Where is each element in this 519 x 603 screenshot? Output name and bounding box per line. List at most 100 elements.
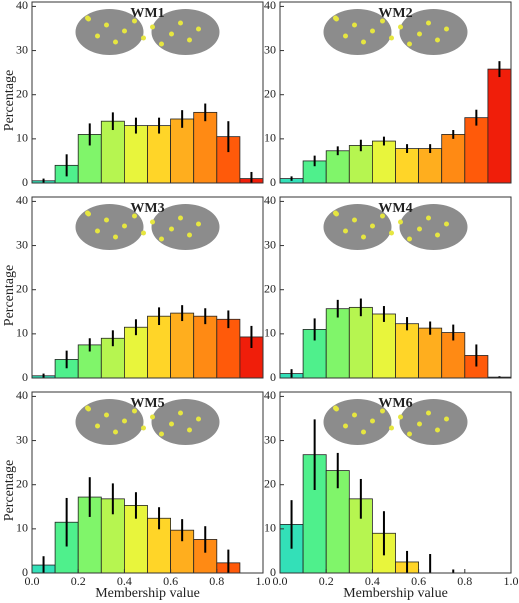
bar <box>170 312 195 379</box>
frame <box>279 391 512 574</box>
frame <box>31 1 264 184</box>
y-axis-label: Percentage <box>2 460 17 521</box>
brain-dot <box>122 418 127 424</box>
brain-dot <box>426 20 431 26</box>
brain-image <box>399 9 468 55</box>
y-tick-label: 10 <box>264 131 276 145</box>
x-tick-label: 0.6 <box>411 574 426 588</box>
brain-dot <box>444 221 449 227</box>
brain-dot <box>187 232 192 238</box>
brain-dot <box>196 221 201 227</box>
y-tick-label: 0 <box>270 370 276 384</box>
brain-dot <box>435 427 440 433</box>
brain-dot <box>141 230 146 236</box>
panel: WM6 0 10 20 30 40 0.0 0.2 0.4 0.6 0.8 1.0 Membership… <box>264 388 519 601</box>
brain-dot <box>159 41 164 47</box>
brain-dot <box>104 22 109 28</box>
brain-dot <box>407 41 412 47</box>
y-tick-label: 20 <box>16 281 28 295</box>
bar <box>193 315 218 379</box>
bar <box>124 125 148 184</box>
y-axis-label: Percentage <box>2 70 17 131</box>
x-tick-label: 0.4 <box>365 574 380 588</box>
brain-dot <box>398 24 403 30</box>
brain-image <box>323 204 392 250</box>
bar <box>371 313 396 379</box>
panel-title: WM6 <box>378 396 412 411</box>
brain-dot <box>389 425 394 431</box>
brain-dot <box>444 416 449 422</box>
x-axis-label: Membership value <box>95 586 200 601</box>
brain-dot <box>334 211 339 217</box>
bar <box>100 120 125 184</box>
brain-dot <box>178 410 183 416</box>
y-tick-label: 20 <box>264 86 276 100</box>
brain-dot <box>113 234 118 240</box>
brain-dot <box>95 33 100 39</box>
y-tick-label: 0 <box>22 370 28 384</box>
brain-dot <box>187 37 192 43</box>
brain-image <box>399 399 468 445</box>
brain-dot <box>169 31 174 37</box>
brain-dot <box>398 219 403 225</box>
brain-dot <box>426 215 431 221</box>
panel-title: WM1 <box>130 6 164 21</box>
y-tick-label: 0 <box>270 565 276 579</box>
brain-image <box>75 9 144 55</box>
brain-dot <box>86 16 91 22</box>
brain-dot <box>417 421 422 427</box>
bar <box>395 148 420 184</box>
brain-dot <box>334 406 339 412</box>
brain-dot <box>343 228 348 234</box>
brain-image <box>151 204 220 250</box>
y-tick-label: 20 <box>16 86 28 100</box>
frame <box>31 391 264 574</box>
panel-title: WM2 <box>378 6 412 21</box>
brain-dot <box>343 33 348 39</box>
x-tick-label: 0.2 <box>319 574 334 588</box>
brain-dot <box>122 223 127 229</box>
brain-dot <box>150 414 155 420</box>
y-tick-label: 20 <box>16 476 28 490</box>
brain-dot <box>159 236 164 242</box>
brain-dot <box>132 408 137 414</box>
panel: WM3 0 10 20 30 40 Percentage <box>2 193 264 384</box>
panel: WM2 0 10 20 30 40 <box>264 0 512 189</box>
y-tick-label: 40 <box>16 0 28 12</box>
bar <box>418 327 443 379</box>
y-tick-label: 40 <box>16 193 28 207</box>
brain-dot <box>334 16 339 22</box>
bar <box>418 148 443 184</box>
brain-dot <box>398 414 403 420</box>
brain-dot <box>86 406 91 412</box>
frame <box>279 1 512 184</box>
y-tick-label: 40 <box>264 193 276 207</box>
panel: WM4 0 10 20 30 40 <box>264 193 512 384</box>
bar <box>147 125 172 184</box>
brain-dot <box>169 421 174 427</box>
frame <box>31 196 264 379</box>
y-tick-label: 20 <box>264 281 276 295</box>
x-tick-label: 1.0 <box>256 574 271 588</box>
brain-dot <box>426 410 431 416</box>
bar <box>395 323 420 379</box>
y-tick-label: 10 <box>264 326 276 340</box>
y-tick-label: 40 <box>264 388 276 402</box>
frame <box>279 196 512 379</box>
brain-image <box>75 399 144 445</box>
brain-dot <box>150 219 155 225</box>
y-tick-label: 40 <box>16 388 28 402</box>
brain-dot <box>132 213 137 219</box>
brain-dot <box>104 217 109 223</box>
y-tick-label: 10 <box>16 521 28 535</box>
brain-dot <box>159 431 164 437</box>
panel: WM5 0 10 20 30 40 0.0 0.2 0.4 0.6 0.8 1.0 Membership… <box>2 388 270 601</box>
brain-dot <box>122 28 127 34</box>
brain-dot <box>389 230 394 236</box>
brain-dot <box>380 213 385 219</box>
brain-image <box>151 399 220 445</box>
x-tick-label: 0.6 <box>163 574 178 588</box>
panel-title: WM3 <box>130 201 164 216</box>
brain-dot <box>104 412 109 418</box>
bar <box>348 306 373 379</box>
